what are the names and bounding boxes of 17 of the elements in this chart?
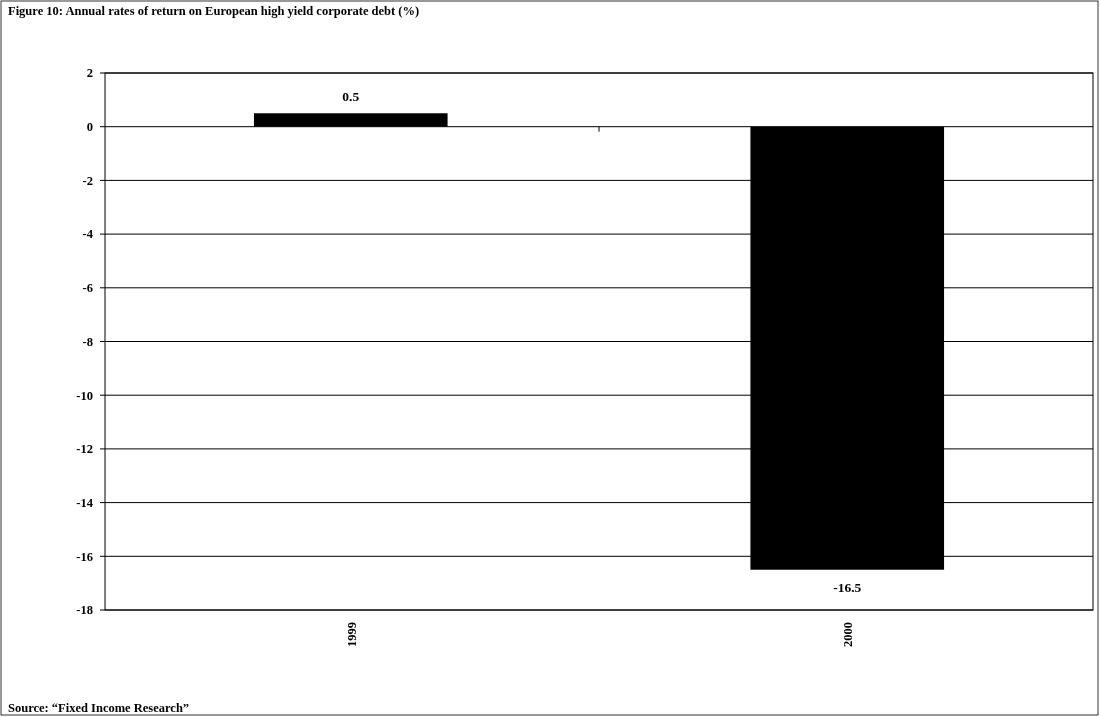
- y-tick-label: -16: [76, 549, 93, 564]
- chart-title: Figure 10: Annual rates of return on European high yield corporate debt (%): [8, 4, 420, 18]
- y-tick-label: -2: [82, 173, 93, 188]
- y-tick-label: 0: [86, 120, 93, 135]
- data-label: 0.5: [342, 89, 360, 105]
- y-tick-label: -8: [82, 334, 93, 349]
- y-tick-label: -12: [76, 442, 93, 457]
- data-label: -16.5: [833, 579, 862, 595]
- y-tick-label: -18: [76, 603, 93, 618]
- x-tick-label: 1999: [344, 622, 359, 647]
- y-tick-label: -4: [82, 227, 94, 242]
- x-tick-label: 2000: [841, 622, 856, 647]
- y-tick-label: -6: [82, 281, 93, 296]
- y-tick-label: -14: [76, 495, 94, 510]
- y-tick-label: 2: [86, 66, 93, 81]
- y-tick-label: -10: [76, 388, 93, 403]
- source-note: Source: “Fixed Income Research”: [8, 701, 190, 715]
